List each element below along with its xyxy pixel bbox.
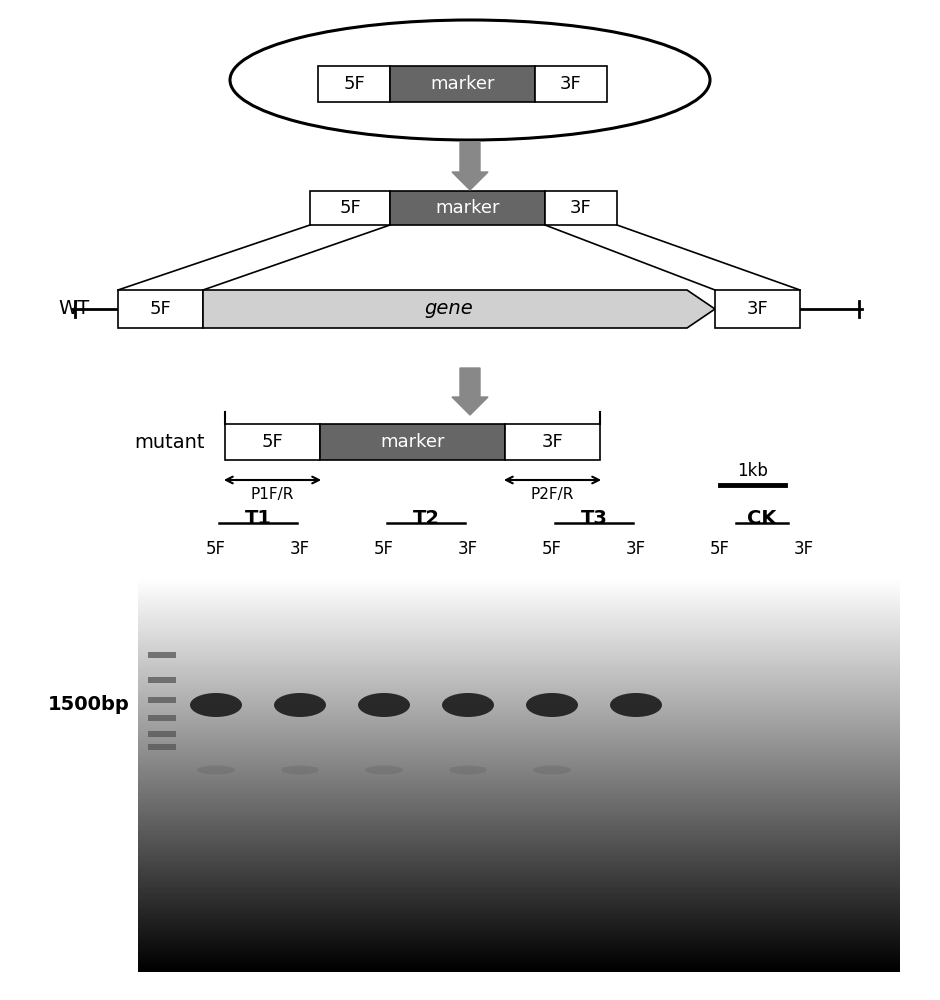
Text: 3F: 3F <box>746 300 768 318</box>
Text: 5F: 5F <box>149 300 171 318</box>
Text: T2: T2 <box>413 510 440 528</box>
Ellipse shape <box>610 693 662 717</box>
Ellipse shape <box>274 693 326 717</box>
Text: marker: marker <box>431 75 494 93</box>
Text: 3F: 3F <box>571 199 592 217</box>
Text: CK: CK <box>747 510 776 528</box>
Text: 5F: 5F <box>261 433 283 451</box>
Ellipse shape <box>358 693 410 717</box>
Ellipse shape <box>533 766 571 774</box>
FancyArrow shape <box>452 368 488 415</box>
Text: 5F: 5F <box>542 540 562 558</box>
FancyBboxPatch shape <box>148 715 176 721</box>
Text: 1kb: 1kb <box>737 462 768 480</box>
FancyBboxPatch shape <box>148 731 176 737</box>
Text: marker: marker <box>381 433 445 451</box>
FancyBboxPatch shape <box>310 191 390 225</box>
Text: T3: T3 <box>581 510 607 528</box>
Ellipse shape <box>281 766 319 774</box>
FancyBboxPatch shape <box>148 744 176 750</box>
Ellipse shape <box>526 693 578 717</box>
Text: 3F: 3F <box>290 540 310 558</box>
Text: gene: gene <box>425 300 474 318</box>
FancyBboxPatch shape <box>118 290 203 328</box>
Ellipse shape <box>442 693 494 717</box>
FancyBboxPatch shape <box>715 290 800 328</box>
Ellipse shape <box>365 766 403 774</box>
Text: 3F: 3F <box>626 540 646 558</box>
FancyBboxPatch shape <box>318 66 390 102</box>
Ellipse shape <box>197 766 235 774</box>
Text: 5F: 5F <box>206 540 226 558</box>
FancyBboxPatch shape <box>148 697 176 703</box>
FancyBboxPatch shape <box>505 424 600 460</box>
Text: 5F: 5F <box>710 540 730 558</box>
Text: 5F: 5F <box>339 199 361 217</box>
Text: 5F: 5F <box>374 540 394 558</box>
Text: 1500bp: 1500bp <box>48 696 130 714</box>
Text: 3F: 3F <box>458 540 478 558</box>
FancyBboxPatch shape <box>390 191 545 225</box>
Text: P2F/R: P2F/R <box>531 488 574 502</box>
FancyArrow shape <box>452 142 488 190</box>
FancyBboxPatch shape <box>148 652 176 658</box>
FancyBboxPatch shape <box>225 424 320 460</box>
Polygon shape <box>203 290 715 328</box>
Text: P1F/R: P1F/R <box>251 488 294 502</box>
Text: 5F: 5F <box>343 75 365 93</box>
FancyBboxPatch shape <box>320 424 505 460</box>
Text: 3F: 3F <box>794 540 814 558</box>
Text: 3F: 3F <box>541 433 563 451</box>
Text: 3F: 3F <box>560 75 582 93</box>
FancyBboxPatch shape <box>148 677 176 683</box>
FancyBboxPatch shape <box>390 66 535 102</box>
FancyBboxPatch shape <box>545 191 617 225</box>
Text: mutant: mutant <box>134 432 205 452</box>
Text: T1: T1 <box>244 510 272 528</box>
Text: marker: marker <box>435 199 500 217</box>
Text: WT: WT <box>58 300 90 318</box>
Ellipse shape <box>190 693 242 717</box>
Ellipse shape <box>449 766 487 774</box>
FancyBboxPatch shape <box>535 66 607 102</box>
